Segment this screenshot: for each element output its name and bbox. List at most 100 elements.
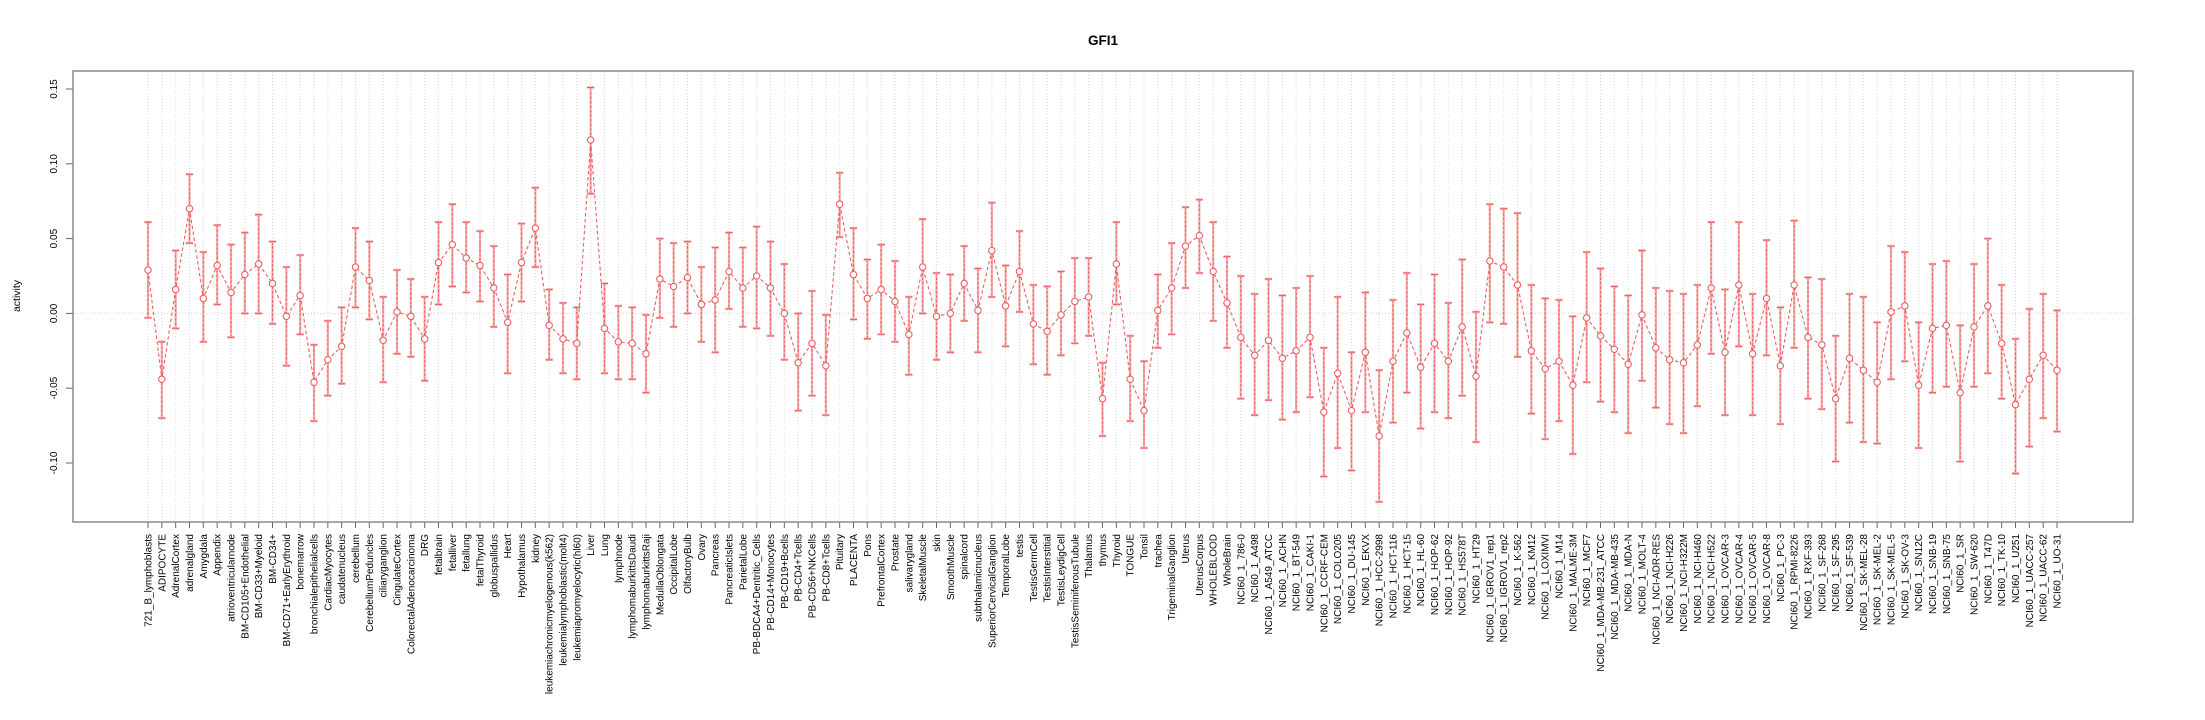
x-tick-label: WholeBrain [1223,534,1234,586]
x-tick-label: NCI60_1_OVCAR-8 [1762,534,1773,624]
x-tick-label: NCI60_1_BT-549 [1292,534,1303,612]
data-point [1472,372,1480,380]
chart-title: GFI1 [1088,33,1118,48]
data-point [462,254,470,262]
x-tick-label: PB-BDCA4+Dentritic_Cells [752,534,763,654]
data-point [1956,388,1964,397]
data-point [310,378,318,386]
data-point [545,321,553,330]
x-tick-label: NCI60_1_UACC-62 [2039,534,2050,622]
x-tick-label: PB-CD56+NKCells [808,534,819,618]
data-point [1333,369,1342,377]
data-point [1776,362,1785,370]
data-point [1389,357,1397,366]
y-tick-label-layer: 0.15 0.10 0.05 0.00 -0.05 -0.10 [49,79,60,475]
x-tick-label: NCI60_1_HOP-92 [1444,534,1455,616]
data-point [586,136,595,144]
data-point [1859,366,1868,374]
data-point [1610,345,1619,354]
data-point [669,282,678,291]
data-point [2053,366,2061,374]
data-point [974,306,982,315]
data-point [517,258,526,267]
x-tick-label: NCI60_1_MDA-N [1624,534,1635,612]
x-tick-label: NCI60_1_SNB-19 [1928,534,1939,614]
x-tick-label: NCI60_1_U251 [2011,534,2022,603]
x-tick-label: Thalamus [1084,534,1095,578]
y-tick-label: -0.05 [49,376,60,399]
y-tick-label: 0.15 [49,79,60,99]
x-tick-label: PB-CD14+Monocytes [766,534,777,630]
x-tick-label: SkeletalMuscle [918,534,929,602]
data-point [254,260,263,268]
data-point [905,330,913,339]
x-tick-label: kidney [531,534,542,563]
x-tick-label: Amygdala [199,534,210,579]
x-tick-label: Pons [863,534,874,557]
x-tick-label: salivarygland [904,534,915,592]
x-tick-label: NCI60_1_RXF-393 [1804,534,1815,619]
data-point [1430,339,1439,348]
x-tick-label: NCI60_1_DU-145 [1347,534,1358,614]
x-tick-label: ADIPOCYTE [157,534,168,592]
x-tick-label: NCI60_1_NCI-ADR-RES [1651,534,1662,645]
data-point [268,279,277,288]
x-tick-label: OccipitalLobe [669,534,680,595]
data-point [531,224,540,232]
x-tick-label: NCI60_1_SR [1956,534,1967,593]
data-point [1818,341,1826,349]
x-tick-label: BM-CD105+Endothelial [240,534,251,639]
data-point [1015,267,1024,276]
data-point [1569,381,1577,389]
data-point [1292,347,1300,355]
data-point [144,266,152,274]
x-tick-label: TONGUE [1126,534,1137,577]
data-point [1209,267,1217,276]
data-point [1901,302,1909,310]
data-point [988,246,996,255]
data-point [1264,336,1273,345]
x-tick-label: Appendix [213,534,224,576]
data-point [1167,284,1176,292]
x-tick-label: SuperiorCervicalGanglion [987,534,998,648]
data-point [2025,375,2034,383]
x-tick-label: NCI60_1_K-562 [1513,534,1524,606]
x-tick-label: NCI60_1_CCRF-CEM [1319,534,1330,632]
x-tick-label: NCI60_1_IGROV1_rep1 [1485,534,1496,643]
data-point [1375,432,1383,440]
data-point [614,338,623,346]
x-tick-label: TemporalLobe [1001,534,1012,598]
data-point [1278,354,1287,363]
data-point [849,270,858,279]
x-tick-label: NCI60_1_SF-539 [1845,534,1856,612]
data-point [1596,332,1605,340]
data-point [1762,294,1771,303]
x-tick-label: fetallung [462,534,473,572]
data-point [863,294,872,303]
x-tick-label: fetalliver [448,533,459,571]
x-tick-label: ColorectalAdenocarcinoma [406,534,417,655]
x-tick-label: leukemialymphoblastic(molt4) [559,534,570,666]
x-tick-label: NCI60_1_HT29 [1472,534,1483,604]
x-tick-label: NCI60_1_M14 [1555,534,1566,599]
x-tick-label: TrigeminalGanglion [1167,534,1178,620]
x-tick-label: NCI60_1_HCT-116 [1389,534,1400,619]
data-point [1057,311,1065,319]
x-tick-label: NCI60_1_RPMI-8226 [1790,534,1801,630]
data-point [503,318,512,327]
x-tick-label: NCI60_1_MCF7 [1582,534,1593,607]
x-tick-label: NCI60_1_SNB-75 [1942,534,1953,614]
data-point [448,240,457,249]
x-tick-label: skin [932,534,943,552]
data-point [407,312,415,321]
x-tick-label: ciliaryganglion [379,534,390,597]
x-tick-label: BM-CD71+EarlyErythroid [282,534,293,647]
data-point [1486,257,1494,265]
y-tick-label: -0.10 [49,451,60,474]
data-point [835,200,844,208]
x-tick-label: NCI60_1_MDA-MB-231_ATCC [1596,534,1607,672]
y-tick-label: 0.05 [49,228,60,248]
x-tick-label: spinalcord [960,534,971,580]
x-tick-label: thymus [1098,534,1109,566]
